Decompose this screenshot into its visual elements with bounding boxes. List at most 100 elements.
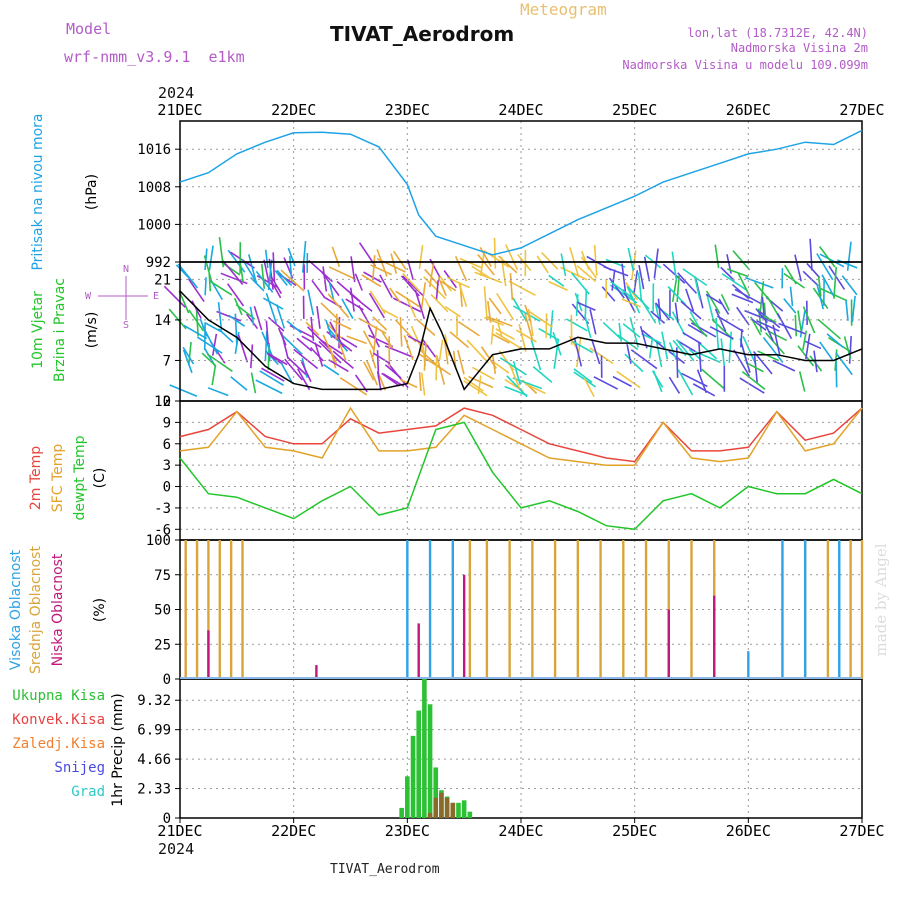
wind-barb — [311, 279, 326, 299]
wind-barb — [435, 280, 440, 301]
wind-barb — [267, 259, 273, 290]
wind-barb — [381, 331, 394, 349]
cloud-bar — [576, 540, 580, 679]
cloud-bar — [428, 540, 432, 679]
wind-barb — [653, 248, 659, 279]
wind-barb — [169, 384, 198, 397]
wind-barb — [816, 253, 834, 281]
wind-barb — [819, 253, 845, 268]
wind-barb — [762, 337, 784, 364]
wind-barb — [483, 286, 488, 319]
cloud-bar — [406, 540, 409, 679]
series-line — [179, 129, 863, 256]
cloud-bar — [195, 540, 199, 679]
wind-barb — [643, 256, 651, 282]
wind-barb — [264, 249, 269, 269]
wind-barb — [270, 275, 283, 295]
date-label-bottom: 22DEC — [271, 822, 316, 840]
cloud-bar — [508, 540, 511, 679]
wind-barb — [363, 361, 375, 381]
y-tick-label: 0 — [163, 480, 171, 496]
series-line — [179, 407, 863, 463]
wind-barb — [444, 305, 461, 318]
wind-barb — [454, 256, 468, 282]
wind-barb — [318, 340, 342, 364]
wind-barb — [274, 270, 288, 286]
wind-barb — [239, 260, 244, 283]
date-label-top: 21DEC — [157, 101, 202, 119]
wind-barb — [423, 342, 427, 371]
cloud-bar — [826, 540, 830, 679]
wind-barb — [589, 309, 597, 335]
precip-legend-item: Ukupna Kisa — [12, 688, 105, 704]
wind-barb — [621, 263, 627, 292]
y-tick-label: 1000 — [137, 217, 171, 233]
wind-barb — [736, 306, 750, 326]
wind-barb — [622, 289, 636, 313]
wind-barb — [677, 272, 698, 294]
panel-frame — [179, 400, 863, 541]
precip-legend-item: Snijeg — [54, 760, 105, 776]
wind-barb — [637, 272, 643, 302]
wind-barb — [211, 365, 217, 386]
wind-barb — [249, 344, 254, 369]
y-tick-label: 12 — [154, 394, 171, 410]
wind-barb — [463, 376, 484, 392]
wind-barb — [714, 244, 720, 269]
wind-barb — [183, 324, 208, 340]
wind-barb — [260, 263, 266, 289]
wind-barb — [757, 350, 780, 362]
wind-barb — [772, 324, 781, 356]
wind-barb — [187, 341, 192, 366]
wind-barb — [217, 328, 234, 343]
cloud-bar — [218, 540, 221, 679]
wind-barb — [206, 353, 233, 372]
wind-ylabel-1: 10m Vjetar — [30, 291, 46, 369]
wind-barb — [471, 265, 490, 279]
wind-barb — [316, 306, 321, 329]
wind-barb — [804, 333, 811, 360]
wind-barb — [576, 265, 597, 283]
wind-barb — [819, 341, 834, 361]
y-tick-label: 100 — [146, 533, 171, 549]
wind-barb — [488, 297, 502, 315]
wind-barb — [496, 292, 515, 321]
wind-barb — [809, 238, 813, 271]
wind-barb — [601, 286, 616, 302]
wind-barb — [280, 361, 294, 385]
wind-barb — [761, 296, 765, 316]
wind-barb — [249, 306, 255, 326]
wind-barb — [490, 324, 494, 345]
precip-bar — [450, 802, 456, 818]
wind-barb — [248, 254, 258, 284]
date-label-bottom: 25DEC — [612, 822, 657, 840]
wind-barb — [744, 309, 773, 323]
wind-barb — [182, 346, 195, 365]
y-tick-label: 75 — [154, 568, 171, 584]
panel-frame — [179, 120, 863, 263]
compass-e: E — [153, 291, 159, 302]
wind-barb — [372, 326, 378, 357]
wind-barb — [837, 259, 858, 269]
y-tick-label: 50 — [154, 603, 171, 619]
wind-barb — [759, 281, 765, 312]
wind-barb — [575, 294, 579, 317]
wind-barb — [680, 300, 702, 320]
wind-barb — [276, 269, 293, 287]
wind-barb — [272, 252, 276, 282]
wind-barb — [203, 255, 213, 283]
wind-barb — [693, 275, 701, 300]
wind-barb — [680, 372, 708, 388]
wind-barb — [580, 256, 598, 279]
wind-barb — [438, 339, 444, 361]
wind-barb — [367, 324, 381, 348]
wind-barb — [466, 339, 489, 364]
y-tick-label: 6 — [163, 437, 171, 453]
y-tick-label: -3 — [154, 501, 171, 517]
wind-barb — [346, 335, 367, 345]
wind-barb — [655, 339, 663, 368]
wind-barb — [477, 254, 495, 276]
wind-barb — [327, 293, 350, 319]
wind-barb — [308, 259, 334, 283]
wind-barb — [841, 275, 858, 296]
